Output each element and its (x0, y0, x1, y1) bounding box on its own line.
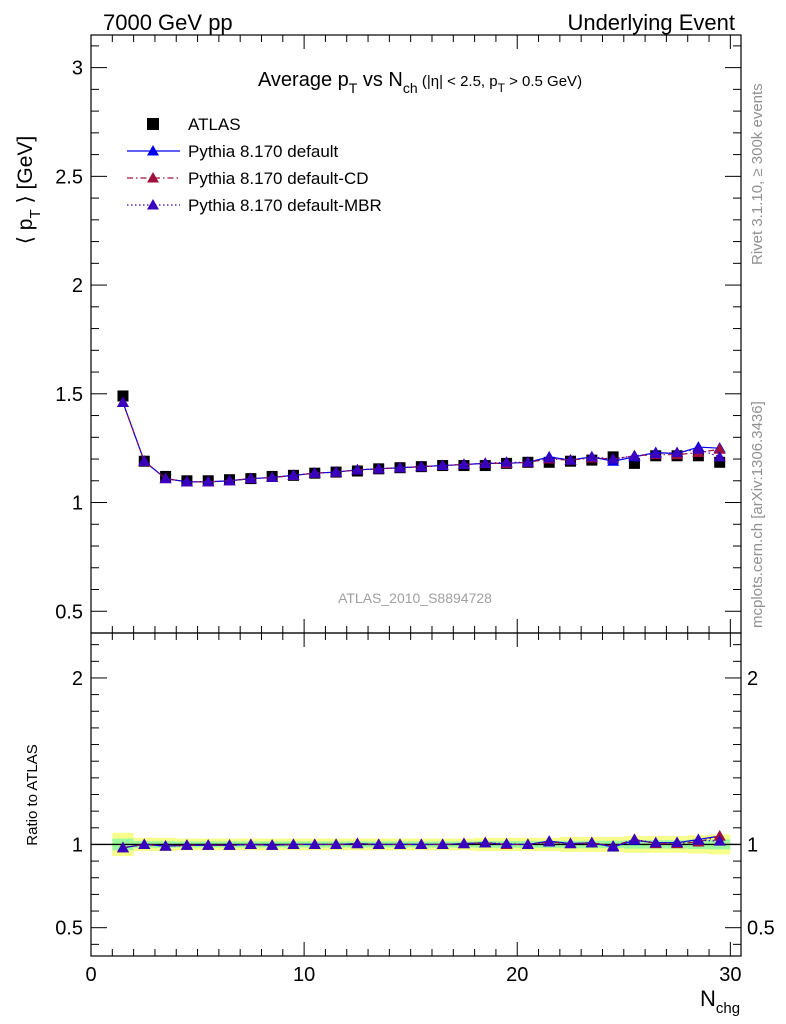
ratio-mbr-point (585, 836, 598, 848)
mbr-point (223, 474, 236, 486)
ratio-mbr-point (159, 840, 172, 851)
x-tick-label: 10 (293, 964, 315, 986)
ratio-mbr-point (116, 841, 129, 853)
ratio-mbr-point (671, 836, 684, 847)
ratio-mbr-point (713, 835, 726, 846)
ratio-mbr-point (628, 833, 641, 844)
mbr-point (351, 463, 364, 475)
ratio-mbr-point (287, 838, 300, 849)
ratio-mbr-point (436, 838, 449, 849)
mbr-point (585, 450, 598, 462)
y-tick-label: 1 (72, 493, 83, 515)
ratio-mbr-point (457, 837, 470, 849)
ratio-mbr-point (266, 839, 279, 850)
legend-mbr-marker (147, 199, 159, 210)
ratio-mbr-point (607, 840, 620, 851)
ratio-mbr-point (543, 835, 556, 847)
mbr-point (266, 471, 279, 483)
ratio-ylabel: Ratio to ATLAS (24, 744, 41, 845)
x-axis-label: Nchg (700, 986, 740, 1017)
ratio-mbr-point (180, 839, 193, 850)
ratio-mbr-point (415, 838, 428, 849)
legend-mbr-label: Pythia 8.170 default-MBR (188, 196, 382, 215)
mbr-point (500, 456, 513, 467)
atlas-point (714, 456, 726, 468)
x-tick-label: 20 (506, 964, 528, 986)
ratio-mbr-point (500, 837, 513, 849)
mbr-point (436, 459, 449, 471)
main-ylabel: ⟨ pT ⟩ [GeV] (14, 136, 44, 244)
y-tick-label: 2 (72, 275, 83, 297)
mbr-point (671, 446, 684, 458)
ratio-mbr-point (692, 834, 705, 845)
legend-cd-label: Pythia 8.170 default-CD (188, 169, 369, 188)
atlas-point (117, 390, 129, 402)
analysis-watermark: ATLAS_2010_S8894728 (338, 590, 492, 606)
mbr-point (202, 475, 215, 487)
mbr-point (308, 467, 321, 478)
y-tick-label: 0.5 (55, 601, 83, 623)
ratio-y-tick-label-right: 0.5 (747, 918, 775, 940)
ratio-mbr-point (649, 836, 662, 848)
ratio-y-tick-label: 2 (72, 668, 83, 690)
ratio-mbr-point (244, 838, 257, 849)
mbr-point (394, 461, 407, 473)
mbr-point (415, 460, 428, 472)
ratio-mbr-point (521, 838, 534, 849)
mbr-point (372, 462, 385, 474)
ratio-mbr-point (351, 837, 364, 849)
ratio-mbr-point (394, 838, 407, 849)
mbr-point (628, 449, 641, 461)
mbr-point (649, 447, 662, 459)
ratio-mbr-point (308, 838, 321, 849)
mbr-point (521, 456, 534, 467)
ratio-y-tick-label: 1 (72, 834, 83, 856)
mbr-point (692, 443, 705, 454)
mbr-point (116, 396, 129, 407)
mcplots-label: mcplots.cern.ch [arXiv:1306.3436] (749, 401, 766, 628)
mbr-point (479, 457, 492, 468)
ratio-mbr-point (223, 839, 236, 850)
ratio-mbr-point (479, 836, 492, 848)
cd-point (713, 443, 726, 454)
rivet-label: Rivet 3.1.10, ≥ 300k events (749, 83, 766, 265)
legend-default-label: Pythia 8.170 default (188, 142, 339, 161)
ratio-y-tick-label-right: 2 (747, 668, 758, 690)
header-right: Underlying Event (567, 10, 735, 35)
legend-atlas-marker (147, 118, 159, 130)
mbr-point (713, 450, 726, 462)
ratio-mbr-point (564, 837, 577, 849)
mbr-point (607, 453, 620, 464)
mbr-point (287, 469, 300, 480)
ratio-mbr-point (330, 838, 343, 849)
y-tick-label: 3 (72, 58, 83, 80)
y-tick-label: 2.5 (55, 166, 83, 188)
x-tick-label: 0 (85, 964, 96, 986)
ratio-mbr-point (202, 839, 215, 850)
mbr-point (138, 455, 151, 466)
ratio-y-tick-label: 0.5 (55, 918, 83, 940)
header-left: 7000 GeV pp (103, 10, 233, 35)
mbr-point (330, 466, 343, 477)
legend-cd-marker (147, 172, 159, 183)
ratio-frame (90, 632, 742, 957)
x-tick-label: 30 (719, 964, 741, 986)
ratio-y-tick-label-right: 1 (747, 834, 758, 856)
mbr-point (180, 475, 193, 487)
mbr-point (564, 454, 577, 465)
main-title: Average pT vs Nch (|η| < 2.5, pT > 0.5 G… (258, 69, 582, 96)
mbr-point (244, 472, 257, 484)
mbr-point (159, 472, 172, 484)
mbr-point (543, 451, 556, 463)
y-tick-label: 1.5 (55, 384, 83, 406)
ratio-mbr-point (138, 838, 151, 849)
mbr-point (457, 458, 470, 469)
legend-default-marker (147, 145, 159, 156)
legend-atlas-label: ATLAS (188, 115, 241, 134)
ratio-mbr-point (372, 838, 385, 849)
atlas-point (628, 457, 640, 469)
